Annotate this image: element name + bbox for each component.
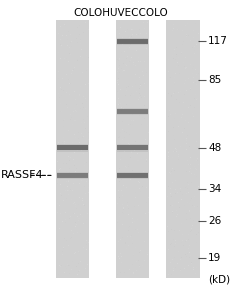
Bar xyxy=(117,173,148,178)
Bar xyxy=(117,39,148,44)
Bar xyxy=(117,108,148,115)
Bar xyxy=(57,173,88,178)
Text: (kD): (kD) xyxy=(208,274,230,284)
Bar xyxy=(117,38,148,45)
Bar xyxy=(57,172,88,179)
Bar xyxy=(117,172,148,179)
Bar xyxy=(57,146,88,150)
Text: RASSF4: RASSF4 xyxy=(1,170,43,180)
Bar xyxy=(117,145,148,150)
Bar xyxy=(117,110,148,113)
Text: 117: 117 xyxy=(208,37,228,46)
Text: 19: 19 xyxy=(208,253,221,263)
Bar xyxy=(57,143,88,152)
Bar xyxy=(117,109,148,114)
Text: COLOHUVECCOLO: COLOHUVECCOLO xyxy=(73,8,168,18)
Bar xyxy=(57,173,88,177)
Bar xyxy=(117,143,148,152)
Text: 26: 26 xyxy=(208,216,221,226)
Bar xyxy=(166,20,200,278)
Bar xyxy=(57,145,88,150)
Text: 34: 34 xyxy=(208,184,221,194)
Bar xyxy=(56,20,89,278)
Bar xyxy=(117,173,148,177)
Text: 48: 48 xyxy=(208,142,221,153)
Bar xyxy=(116,20,149,278)
Text: 85: 85 xyxy=(208,74,221,85)
Bar xyxy=(117,146,148,150)
Bar xyxy=(117,40,148,44)
